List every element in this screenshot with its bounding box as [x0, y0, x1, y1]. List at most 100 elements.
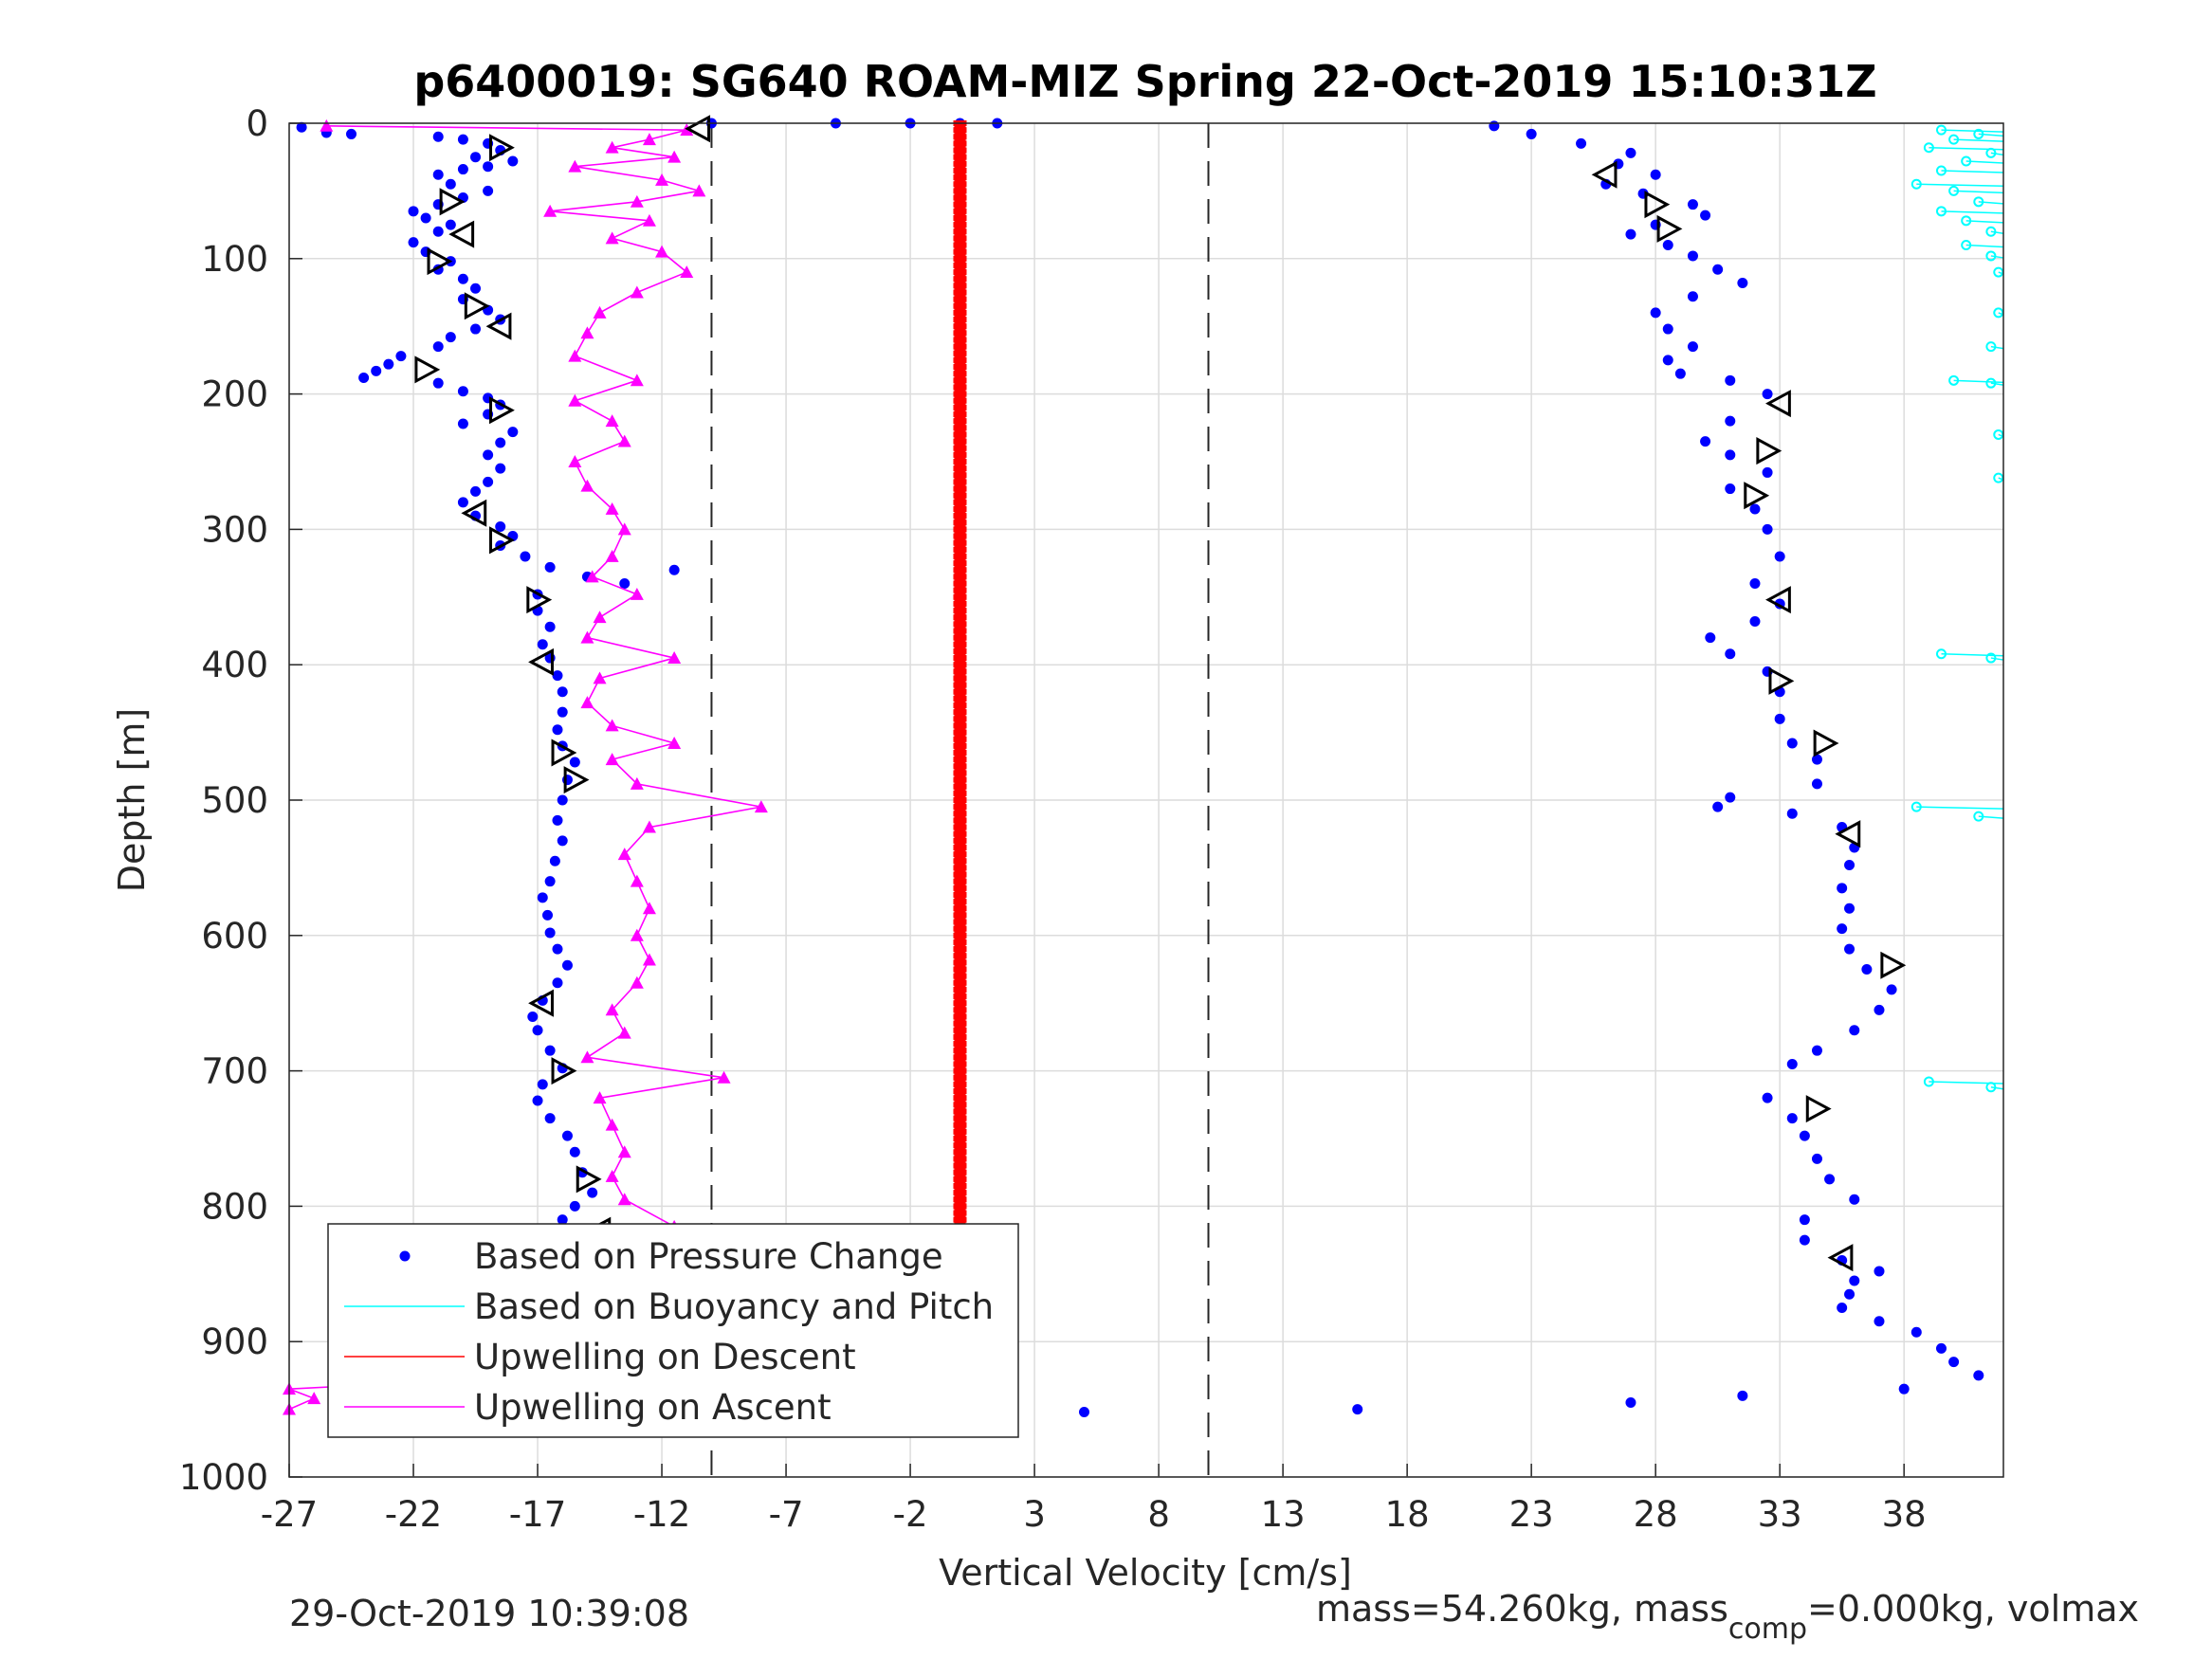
pressure-point [1725, 648, 1736, 660]
pressure-point [619, 578, 631, 590]
glider-turn-marker [439, 188, 466, 216]
upwelling-ascent-point [642, 133, 656, 146]
upwelling-descent-point [953, 492, 967, 499]
upwelling-descent-point [953, 397, 967, 404]
upwelling-descent-point [953, 763, 967, 770]
upwelling-descent-point [953, 770, 967, 776]
upwelling-descent-point [953, 1081, 967, 1087]
pressure-point [668, 564, 680, 575]
upwelling-descent-point [953, 1088, 967, 1095]
pressure-point [1662, 355, 1673, 366]
glider-turn-marker [576, 1165, 602, 1194]
upwelling-descent-point [953, 757, 967, 763]
upwelling-descent-point [953, 391, 967, 397]
upwelling-descent-point [953, 905, 967, 912]
buoyancy-segment [1990, 345, 2004, 350]
upwelling-descent-point [953, 851, 967, 858]
upwelling-ascent-point [630, 928, 644, 941]
buoyancy-point [1985, 250, 1997, 262]
pressure-point [544, 1045, 556, 1056]
glider-turn-marker [1813, 729, 1839, 757]
pressure-point [1811, 778, 1822, 790]
x-tick-label: 8 [1147, 1494, 1170, 1535]
upwelling-descent-point [953, 479, 967, 485]
x-tick-label: -22 [385, 1494, 442, 1535]
upwelling-ascent-point [580, 1050, 594, 1064]
upwelling-ascent-point [630, 194, 644, 208]
upwelling-descent-point [953, 587, 967, 593]
pressure-point [542, 909, 554, 921]
upwelling-descent-point [953, 317, 967, 323]
pressure-point [408, 206, 419, 217]
glider-turn-marker [563, 766, 590, 794]
glider-turn-marker [1805, 1095, 1832, 1123]
pressure-point [296, 121, 307, 133]
buoyancy-segment [1953, 138, 2004, 142]
upwelling-descent-point [953, 242, 967, 248]
upwelling-descent-point [953, 337, 967, 343]
pressure-point [552, 724, 563, 736]
pressure-point [1526, 128, 1537, 139]
upwelling-descent-point [953, 1216, 967, 1223]
upwelling-ascent-point [617, 848, 631, 861]
glider-turn-marker [485, 312, 512, 340]
upwelling-descent-point [953, 1013, 967, 1020]
y-tick-label: 300 [201, 509, 268, 550]
upwelling-descent-point [953, 1162, 967, 1169]
upwelling-descent-point [953, 919, 967, 925]
upwelling-ascent-point [642, 820, 656, 833]
pressure-point [544, 876, 556, 887]
pressure-point [527, 1011, 539, 1022]
buoyancy-point [1973, 196, 1984, 208]
upwelling-descent-point [953, 364, 967, 371]
series-1 [1910, 124, 2004, 1093]
pressure-point [569, 757, 580, 768]
upwelling-descent-point [953, 1074, 967, 1081]
pressure-point [1910, 1326, 1922, 1338]
pressure-point [483, 449, 494, 461]
upwelling-ascent-point [630, 975, 644, 989]
pressure-point [1774, 551, 1785, 562]
upwelling-descent-point [953, 959, 967, 966]
pressure-point [495, 521, 506, 533]
pressure-point [1811, 754, 1822, 765]
upwelling-ascent-point [593, 611, 607, 624]
upwelling-descent-point [953, 201, 967, 208]
pressure-point [1700, 210, 1711, 221]
glider-turn-marker [551, 738, 577, 767]
upwelling-descent-point [953, 1156, 967, 1162]
pressure-point [371, 365, 382, 376]
buoyancy-segment [1916, 806, 2004, 810]
pressure-point [507, 427, 519, 438]
upwelling-ascent-point [667, 150, 682, 163]
x-tick-label: 38 [1882, 1494, 1927, 1535]
buoyancy-segment [1941, 129, 2004, 133]
upwelling-descent-point [953, 932, 967, 939]
upwelling-descent-point [953, 1169, 967, 1176]
pressure-point [1786, 1113, 1798, 1124]
upwelling-ascent-point [593, 305, 607, 319]
buoyancy-segment [1916, 183, 2004, 188]
upwelling-descent-point [953, 804, 967, 811]
glider-turn-marker [1765, 586, 1791, 614]
upwelling-descent-point [953, 628, 967, 634]
buoyancy-point [1935, 124, 1947, 136]
upwelling-descent-point [953, 994, 967, 1000]
chart-title: p6400019: SG640 ROAM-MIZ Spring 22-Oct-2… [413, 56, 1876, 107]
upwelling-ascent-point [630, 374, 644, 387]
upwelling-descent-point [953, 865, 967, 871]
pressure-point [1762, 523, 1773, 535]
pressure-point [507, 155, 519, 167]
upwelling-descent-point [953, 973, 967, 979]
upwelling-descent-point [953, 438, 967, 445]
pressure-point [495, 463, 506, 474]
upwelling-ascent-point [680, 265, 694, 279]
buoyancy-point [1985, 341, 1997, 353]
glider-turn-marker [1591, 160, 1618, 189]
mass-text-prefix: mass=54.260kg, mass [1316, 1588, 1728, 1630]
pressure-point [1725, 415, 1736, 427]
upwelling-descent-point [953, 302, 967, 309]
pressure-point [1762, 466, 1773, 478]
pressure-point [470, 485, 482, 497]
upwelling-descent-point [953, 418, 967, 425]
